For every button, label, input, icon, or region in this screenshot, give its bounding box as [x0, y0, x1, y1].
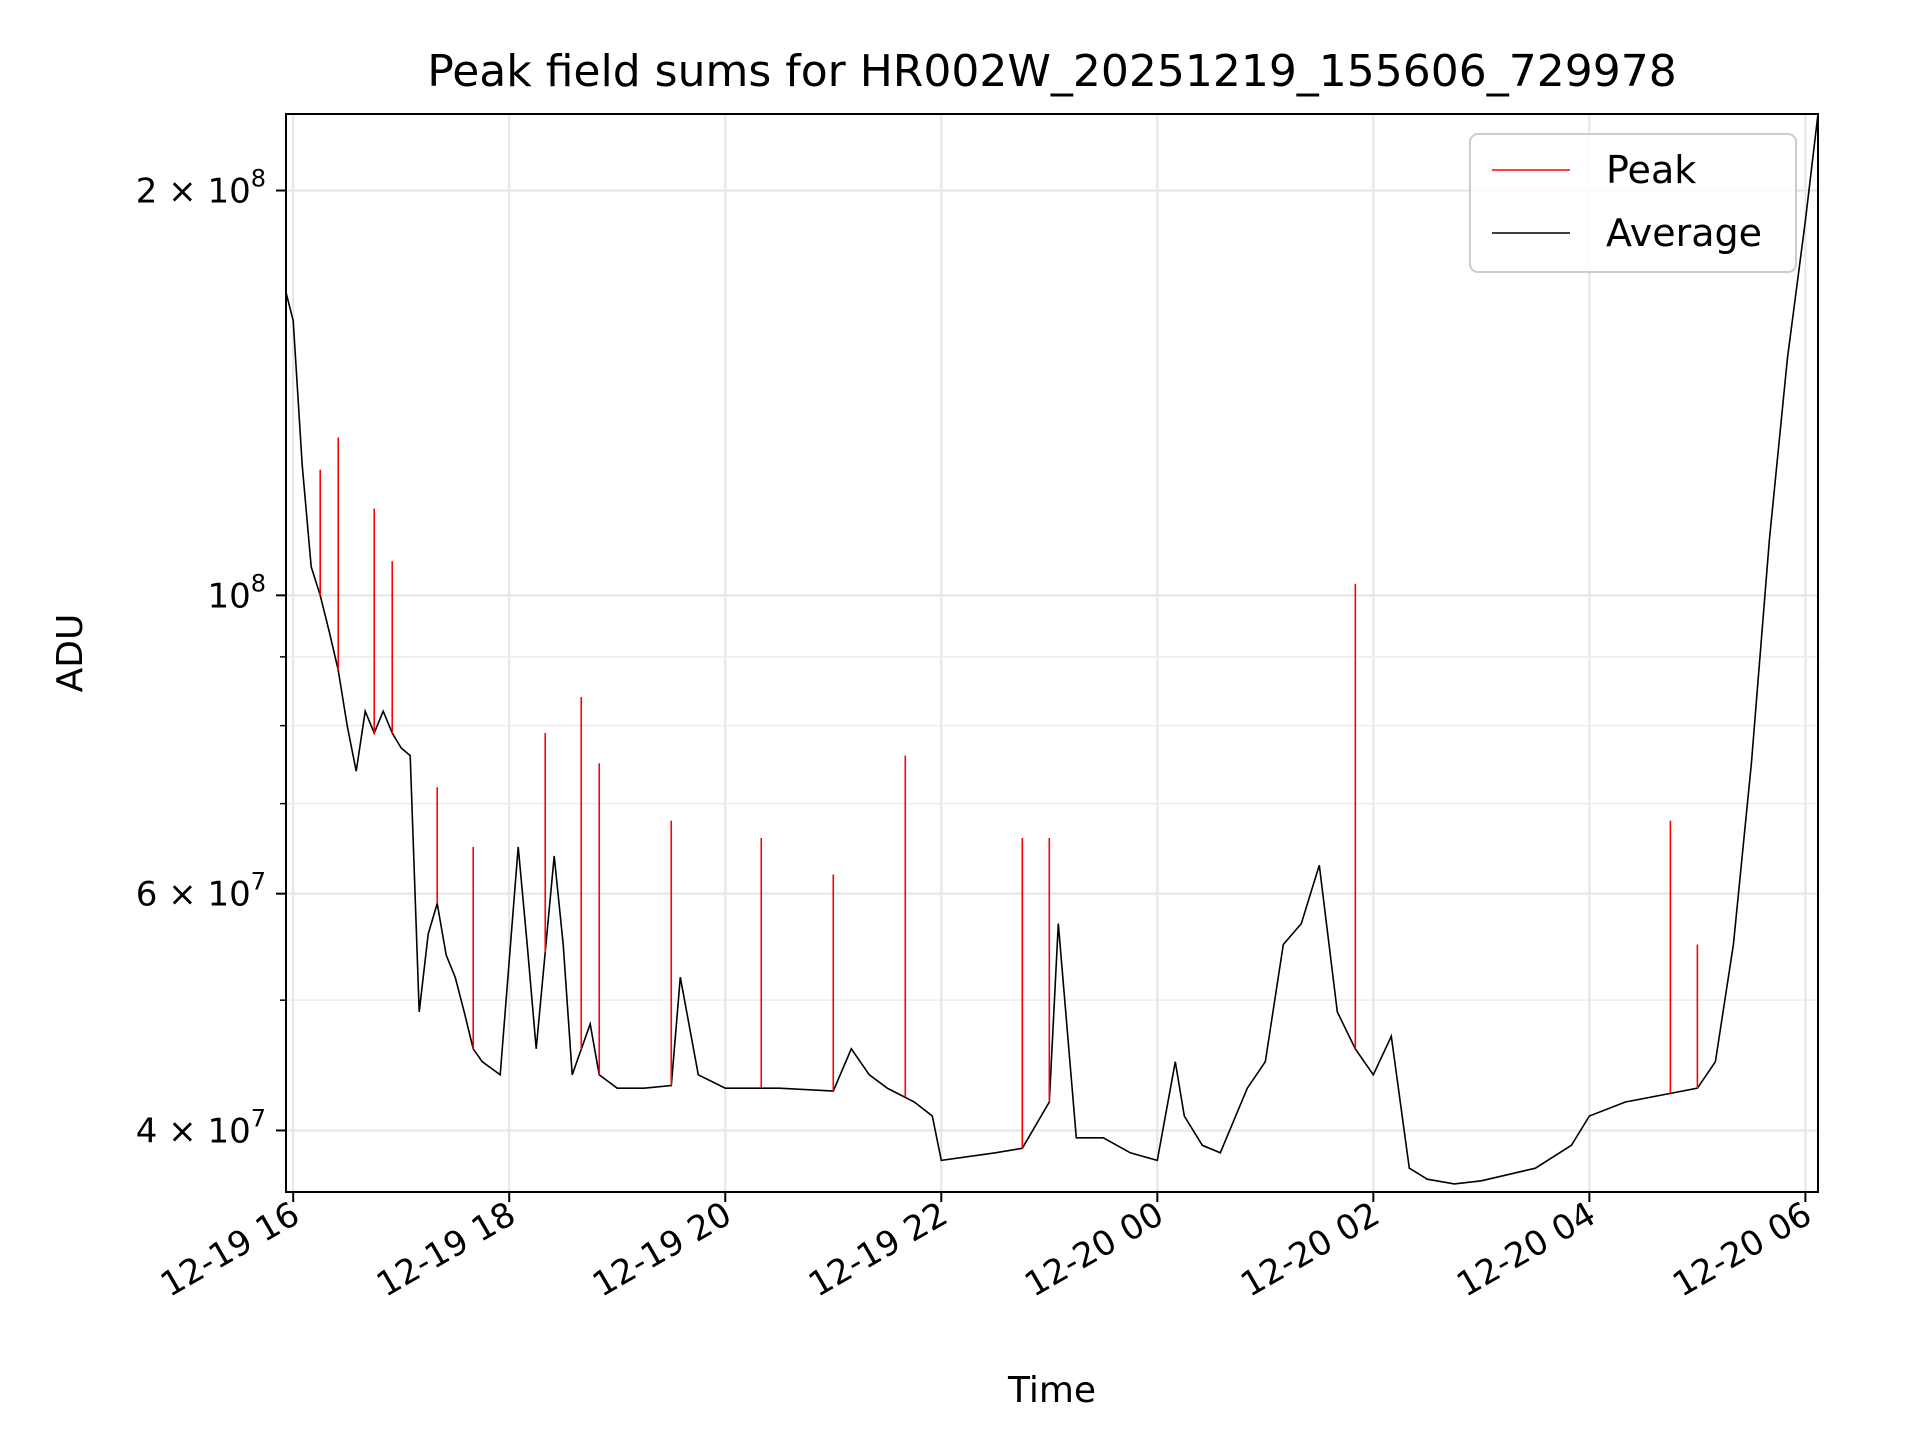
y-tick-label: 2 × 108: [136, 165, 266, 212]
grid: [286, 114, 1818, 1192]
chart-title: Peak field sums for HR002W_20251219_1556…: [427, 46, 1677, 97]
y-tick-label: 4 × 107: [136, 1104, 266, 1151]
legend: Peak Average: [1469, 133, 1797, 273]
series-layer: [286, 114, 1818, 1185]
y-tick-label: 6 × 107: [136, 868, 266, 915]
plot-frame: [285, 113, 1819, 1193]
x-axis-title: Time: [1007, 1370, 1096, 1411]
y-axis-title: ADU: [50, 614, 91, 693]
y-axis: 2 × 108 108 6 × 107 4 × 107: [136, 165, 286, 1151]
legend-box: [1469, 133, 1797, 273]
y-tick-label: 108: [207, 569, 266, 616]
series-average-line: [286, 114, 1818, 1185]
legend-label-peak: Peak: [1606, 148, 1696, 192]
legend-label-average: Average: [1606, 211, 1762, 255]
